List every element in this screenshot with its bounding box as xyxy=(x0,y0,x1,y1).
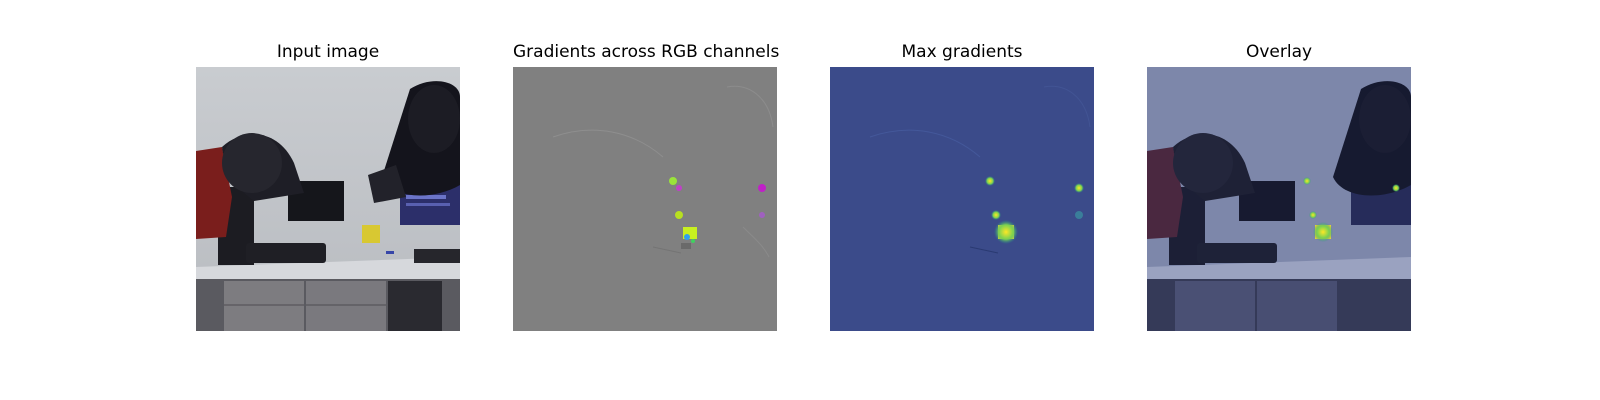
panel-gradients-rgb: Gradients across RGB channels xyxy=(513,0,777,400)
panel-title: Gradients across RGB channels xyxy=(513,42,777,62)
gradients-rgb-image xyxy=(513,67,777,331)
panel-input-image: Input image xyxy=(196,0,460,400)
panel-title: Overlay xyxy=(1147,42,1411,62)
panel-overlay: Overlay xyxy=(1147,0,1411,400)
panel-title: Input image xyxy=(196,42,460,62)
panel-max-gradients: Max gradients xyxy=(830,0,1094,400)
overlay-image xyxy=(1147,67,1411,331)
panel-title: Max gradients xyxy=(830,42,1094,62)
input-image xyxy=(196,67,460,331)
max-gradients-image xyxy=(830,67,1094,331)
